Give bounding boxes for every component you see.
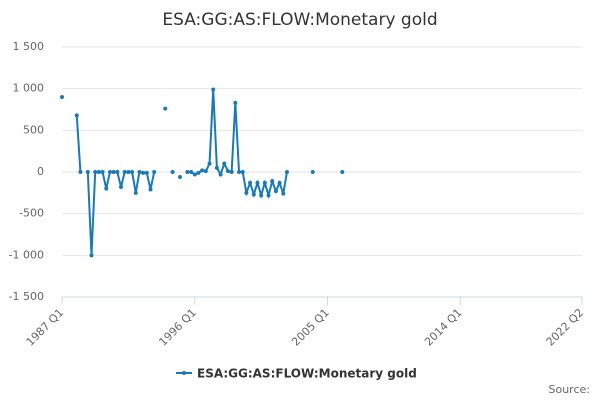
x-tick-label: 2005 Q1 — [289, 306, 332, 349]
point — [163, 106, 168, 111]
point — [133, 190, 138, 195]
source: Source: — [549, 383, 591, 396]
point — [126, 170, 131, 174]
point — [178, 175, 183, 179]
point — [107, 170, 112, 174]
point — [152, 170, 157, 174]
point — [85, 170, 90, 174]
point — [270, 179, 275, 184]
point — [78, 170, 83, 174]
point — [273, 189, 278, 194]
point — [100, 170, 105, 174]
point — [170, 170, 175, 174]
point — [207, 161, 212, 166]
point — [185, 170, 190, 174]
point — [137, 170, 142, 174]
point — [310, 170, 315, 174]
point — [229, 170, 234, 174]
y-tick-label: -500 — [19, 207, 44, 220]
legend-marker — [182, 371, 186, 375]
y-tick-label: 1 000 — [13, 82, 45, 95]
y-tick-label: 1 500 — [13, 40, 45, 53]
point — [255, 180, 260, 185]
point — [225, 169, 230, 174]
x-tick-label: 1987 Q1 — [24, 306, 67, 349]
point — [119, 185, 124, 189]
point — [89, 253, 94, 258]
point — [262, 180, 267, 185]
point — [211, 87, 216, 92]
point — [148, 187, 153, 192]
point — [244, 190, 249, 195]
point — [93, 170, 98, 174]
point — [237, 170, 242, 174]
y-tick-label: -1 000 — [9, 248, 44, 261]
x-tick-label: 2022 Q2 — [544, 306, 587, 349]
point — [192, 172, 197, 177]
point — [96, 170, 101, 174]
point — [189, 170, 194, 174]
point — [60, 95, 64, 99]
point — [203, 169, 208, 174]
point — [233, 100, 238, 105]
legend-label: ESA:GG:AS:FLOW:Monetary gold — [197, 367, 417, 381]
point — [281, 191, 286, 196]
point — [222, 161, 227, 166]
point — [115, 170, 120, 174]
point — [218, 172, 223, 177]
point — [277, 180, 282, 185]
x-tick-label: 2014 Q1 — [422, 306, 465, 349]
point — [111, 170, 116, 174]
point — [141, 170, 146, 175]
x-tick-label: 1996 Q1 — [156, 306, 199, 349]
point — [200, 168, 205, 173]
y-tick-label: 0 — [37, 165, 44, 178]
point — [248, 180, 253, 185]
point — [240, 170, 245, 174]
point — [74, 113, 79, 118]
point — [284, 170, 289, 174]
point — [340, 170, 345, 174]
y-tick-label: 500 — [23, 123, 44, 136]
point — [122, 170, 127, 174]
chart-title: ESA:GG:AS:FLOW:Monetary gold — [162, 10, 437, 30]
point — [144, 170, 149, 175]
point — [196, 170, 201, 175]
point — [130, 170, 135, 174]
point — [259, 193, 264, 198]
point — [214, 165, 219, 170]
point — [266, 193, 271, 198]
point — [251, 192, 256, 197]
y-tick-label: -1 500 — [9, 290, 44, 303]
point — [104, 186, 109, 191]
